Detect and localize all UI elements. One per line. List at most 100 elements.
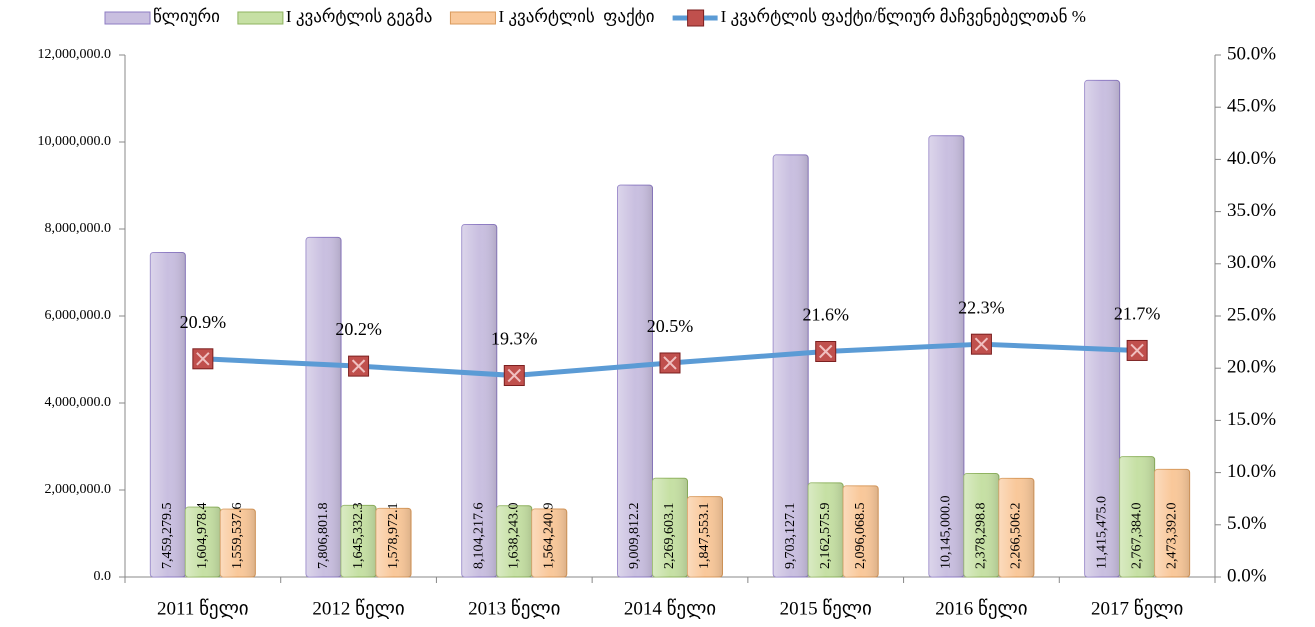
y2-tick-label: 5.0% [1227, 513, 1267, 534]
bar-shade [928, 135, 964, 577]
bar-value-label: 2,378,298.8 [974, 503, 989, 570]
bar-value-label: 1,559,537.6 [230, 503, 245, 570]
line-value-label: 22.3% [958, 297, 1005, 317]
bar-shade [496, 505, 532, 577]
y-tick-label: 10,000,000.0 [38, 134, 112, 149]
bar-value-label: 2,269,603.1 [662, 503, 677, 570]
bar-value-label: 2,162,575.9 [818, 503, 833, 570]
y-tick-label: 12,000,000.0 [38, 47, 112, 62]
y-tick-label: 8,000,000.0 [45, 221, 112, 236]
x-tick-label: 2017 წელი [1091, 597, 1183, 619]
bar-shade [306, 237, 342, 578]
bar-group: 2,269,603.1 [652, 477, 688, 578]
bar-group: 11,415,475.0 [1084, 79, 1121, 578]
y-tick-label: 6,000,000.0 [45, 308, 112, 323]
bar-shade [531, 508, 567, 577]
bar-value-label: 1,645,332.3 [351, 503, 366, 570]
bar-shade [652, 478, 688, 577]
bar-value-label: 1,847,553.1 [697, 503, 712, 570]
x-tick-label: 2012 წელი [312, 597, 404, 619]
line-value-label: 20.2% [335, 319, 382, 339]
y2-tick-label: 35.0% [1227, 200, 1276, 221]
marker-cross [507, 368, 521, 383]
bar-value-label: 2,096,068.5 [853, 503, 868, 570]
bar-group: 1,638,243.0 [496, 503, 533, 578]
y-tick-label: 2,000,000.0 [45, 482, 112, 497]
bar-value-label: 1,564,240.9 [542, 503, 557, 570]
bar-shade [773, 154, 809, 577]
y2-tick-label: 50.0% [1227, 43, 1276, 64]
bar-group: 9,703,127.1 [772, 154, 809, 578]
bar-shade [963, 473, 999, 577]
legend-marker [687, 9, 705, 27]
legend-swatch [104, 11, 151, 25]
bar-shade [1084, 80, 1120, 578]
line-value-label: 20.9% [180, 312, 227, 332]
bar-shade [808, 482, 844, 577]
legend-label: I კვარტლის ფაქტი/წლიურ მაჩვენებელთან % [721, 7, 1086, 26]
bar-shade [150, 252, 186, 577]
bar-group: 1,564,240.9 [531, 503, 568, 578]
legend-label: I კვარტლის ფაქტი [498, 7, 654, 26]
y2-tick-label: 45.0% [1227, 96, 1276, 117]
bar-group: 2,473,392.0 [1154, 468, 1191, 578]
marker-cross [1130, 343, 1144, 358]
bar-value-label: 7,806,801.8 [316, 503, 331, 570]
bar-group: 1,645,332.3 [340, 503, 377, 578]
bar-group: 2,378,298.8 [963, 473, 1000, 578]
line-value-label: 20.5% [647, 316, 694, 336]
marker-cross [663, 356, 677, 370]
x-tick-label: 2014 წელი [624, 597, 716, 619]
bar-group: 9,009,812.2 [617, 184, 653, 578]
bar-group: 1,604,978.4 [184, 503, 221, 578]
legend-swatch [449, 11, 496, 25]
bar-group: 7,459,279.5 [149, 252, 186, 578]
x-tick-label: 2015 წელი [780, 597, 872, 619]
marker-cross [974, 337, 989, 351]
y-tick-label: 0.0 [94, 569, 112, 584]
bar-group: 1,559,537.6 [219, 503, 256, 578]
bar-shade [843, 485, 879, 577]
bar-group: 1,578,972.1 [375, 503, 412, 578]
bar-value-label: 10,145,000.0 [939, 496, 954, 570]
bar-group: 2,266,506.2 [998, 477, 1035, 578]
line-value-label: 19.3% [491, 329, 538, 349]
bar-shade [687, 496, 723, 577]
bar-value-label: 9,703,127.1 [783, 503, 798, 570]
y2-tick-label: 10.0% [1227, 461, 1276, 482]
bar-group: 8,104,217.6 [461, 223, 498, 578]
bar-shade [185, 507, 221, 577]
bar-shade [376, 508, 412, 577]
bar-group: 7,806,801.8 [305, 236, 342, 578]
bar-shade [341, 505, 377, 577]
bar-value-label: 2,473,392.0 [1164, 503, 1179, 570]
y2-tick-label: 30.0% [1227, 252, 1276, 273]
x-tick-label: 2011 წელი [157, 597, 249, 619]
y2-tick-label: 0.0% [1227, 565, 1267, 586]
y2-tick-label: 25.0% [1227, 304, 1276, 325]
bar-value-label: 1,638,243.0 [507, 503, 522, 570]
y2-tick-label: 20.0% [1227, 357, 1276, 378]
bar-group: 1,847,553.1 [687, 496, 723, 578]
marker-cross [196, 352, 210, 366]
bar-group: 2,162,575.9 [807, 482, 844, 578]
bar-value-label: 11,415,475.0 [1094, 496, 1109, 569]
y2-tick-label: 40.0% [1227, 148, 1276, 169]
bar-shade [998, 478, 1034, 577]
bar-shade [1119, 456, 1155, 577]
legend-label: წლიური [153, 7, 220, 26]
x-tick-label: 2013 წელი [468, 597, 560, 619]
bar-shade [1154, 469, 1190, 577]
bar-value-label: 8,104,217.6 [472, 503, 487, 570]
bar-group: 2,767,384.0 [1119, 456, 1156, 578]
x-tick-label: 2016 წელი [935, 597, 1027, 619]
line-value-label: 21.7% [1114, 304, 1161, 324]
bar-shade [617, 185, 653, 577]
line-value-label: 21.6% [802, 305, 849, 325]
marker-cross [819, 344, 833, 359]
bar-value-label: 2,266,506.2 [1009, 503, 1024, 570]
bar-shade [220, 509, 256, 577]
y-tick-label: 4,000,000.0 [45, 395, 112, 410]
bar-shade [461, 224, 497, 577]
